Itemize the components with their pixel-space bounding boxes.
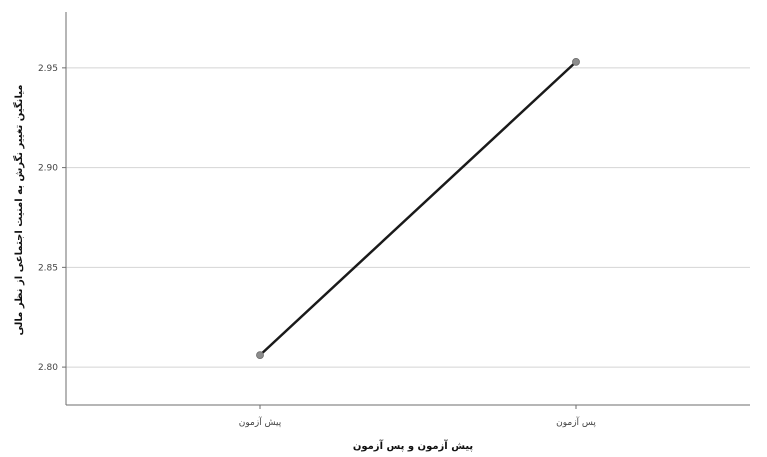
y-axis-title: میانگین تغییر نگرش به امنیت اجتماعی از ن… [12, 85, 25, 336]
x-tick-label: پیش آزمون [239, 416, 282, 428]
y-tick-label: 2.80 [38, 363, 58, 373]
tick-labels: 2.80 2.85 2.90 2.95 پیش آزمون پس آزمون [38, 64, 596, 428]
data-series [256, 57, 580, 360]
y-tick-label: 2.95 [38, 64, 58, 74]
y-tick-label: 2.90 [38, 164, 58, 174]
grid-lines [66, 67, 750, 368]
x-axis-title: پیش آزمون و پس آزمون [353, 439, 474, 452]
data-point [256, 351, 264, 360]
data-point [572, 57, 580, 66]
axes [62, 12, 750, 409]
x-tick-label: پس آزمون [556, 416, 596, 428]
series-line [258, 60, 578, 357]
y-tick-label: 2.85 [38, 263, 58, 273]
